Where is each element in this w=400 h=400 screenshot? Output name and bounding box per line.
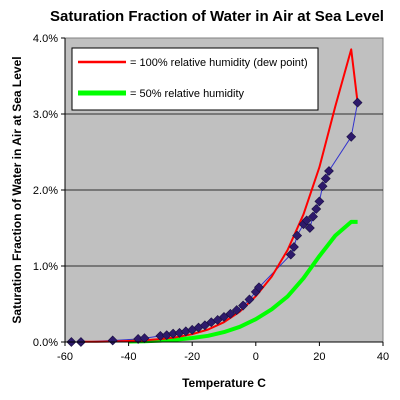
- data-point-marker: [314, 196, 325, 207]
- series-line-50-percent: [128, 219, 358, 344]
- data-point-marker: [352, 97, 363, 108]
- y-tick-label: 2.0%: [33, 185, 58, 197]
- legend: = 100% relative humidity (dew point) = 5…: [71, 47, 319, 111]
- y-tick-label: 1.0%: [33, 261, 58, 273]
- data-point-marker: [289, 242, 299, 252]
- grid-lines: [65, 113, 383, 267]
- x-tick-label: -40: [121, 351, 137, 363]
- data-point-marker: [285, 249, 296, 260]
- data-point-marker: [107, 335, 118, 346]
- data-point-marker: [254, 282, 264, 293]
- y-tick-label: 4.0%: [33, 33, 58, 45]
- data-point-marker: [139, 333, 150, 344]
- x-tick-label: -20: [184, 351, 200, 363]
- y-tick-label: 3.0%: [33, 109, 58, 121]
- legend-label-50-percent: = 50% relative humidity: [130, 88, 245, 100]
- y-axis-label: Saturation Fraction of Water in Air at S…: [10, 56, 24, 323]
- data-point-marker: [304, 223, 315, 233]
- data-point-marker: [238, 300, 249, 311]
- x-tick-label: 20: [313, 351, 325, 363]
- data-point-marker: [320, 173, 331, 184]
- data-point-marker: [225, 308, 236, 319]
- tick-labels: 0.0% 1.0% 2.0% 3.0% 4.0% -60 -40 -20 0 20 40: [33, 33, 389, 363]
- data-point-marker: [292, 230, 303, 241]
- data-point-marker: [244, 294, 255, 305]
- data-point-marker: [317, 181, 328, 192]
- legend-box: [71, 47, 319, 111]
- data-point-marker: [324, 166, 334, 176]
- chart-title: Saturation Fraction of Water in Air at S…: [50, 8, 384, 25]
- data-point-marker: [308, 211, 318, 222]
- x-axis-label: Temperature C: [182, 376, 266, 390]
- y-tick-label: 0.0%: [33, 337, 58, 349]
- data-points: [66, 97, 363, 347]
- data-point-marker: [301, 215, 312, 226]
- data-point-marker: [346, 131, 357, 142]
- data-point-marker: [231, 305, 242, 316]
- data-point-marker: [311, 204, 322, 214]
- x-tick-label: 0: [253, 351, 259, 363]
- legend-label-dew-point: = 100% relative humidity (dew point): [130, 57, 308, 69]
- x-tick-label: 40: [377, 351, 389, 363]
- x-tick-label: -60: [57, 351, 73, 363]
- series-line-dew-point: [80, 48, 359, 343]
